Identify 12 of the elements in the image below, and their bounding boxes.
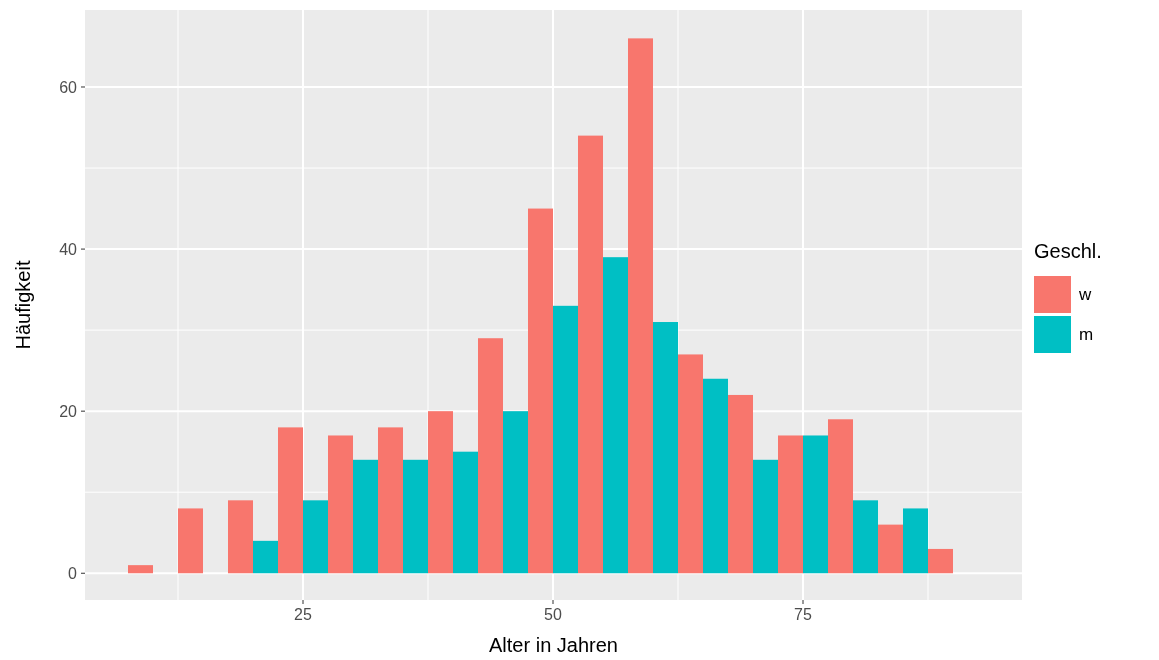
legend-label: w (1078, 285, 1092, 304)
legend-title: Geschl. (1034, 240, 1102, 262)
y-tick-label: 0 (68, 565, 78, 583)
x-tick-label: 50 (544, 606, 562, 623)
x-axis-title: Alter in Jahren (489, 634, 618, 656)
legend-label: m (1079, 325, 1094, 344)
x-tick-label: 25 (294, 606, 312, 623)
y-axis-title: Häufigkeit (12, 260, 34, 350)
y-tick-label: 20 (59, 403, 78, 421)
x-tick-label: 75 (794, 606, 812, 623)
y-tick-label: 40 (59, 241, 78, 259)
y-tick-label: 60 (59, 78, 78, 96)
